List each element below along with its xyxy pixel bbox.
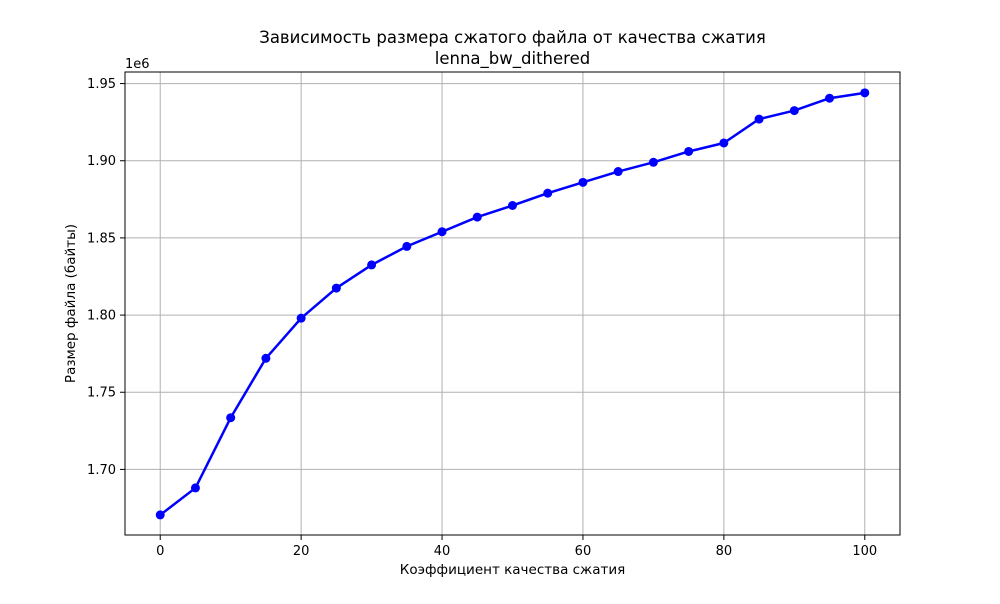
x-tick-label: 0 [156, 544, 164, 559]
data-series [155, 88, 870, 520]
y-tick-label: 1.90 [87, 154, 116, 169]
x-axis-label: Коэффициент качества сжатия [400, 562, 626, 578]
y-tick-label: 1.85 [87, 231, 116, 246]
data-point [789, 106, 799, 116]
data-point [684, 146, 694, 156]
data-point [860, 88, 870, 98]
x-tick-label: 20 [293, 544, 310, 559]
axes-frame [124, 71, 901, 536]
data-point [402, 241, 412, 251]
data-point [719, 138, 729, 148]
x-tick-label: 40 [434, 544, 451, 559]
data-point [578, 177, 588, 187]
data-point [331, 283, 341, 293]
x-tick-label: 60 [575, 544, 592, 559]
data-point [190, 483, 200, 493]
data-point [543, 188, 553, 198]
y-tick-label: 1.80 [87, 309, 116, 324]
x-tick-label: 100 [852, 544, 877, 559]
data-point [261, 353, 271, 363]
axis-ticks: 0 20 40 60 80 100 1.70 1.75 1.80 1.85 1.90 1.95 [87, 77, 877, 559]
data-point [472, 212, 482, 222]
chart-subtitle: lenna_bw_dithered [435, 49, 590, 69]
data-point [367, 260, 377, 270]
data-point [155, 510, 165, 520]
data-point [825, 93, 835, 103]
data-point [437, 227, 447, 237]
data-point [296, 313, 306, 323]
y-tick-label: 1.75 [87, 386, 116, 401]
data-point [648, 157, 658, 167]
data-point [226, 413, 236, 423]
data-point [754, 114, 764, 124]
y-axis-label: Размер файла (байты) [63, 224, 79, 383]
chart-title: Зависимость размера сжатого файла от кач… [259, 28, 766, 47]
y-axis-offset-label: 1e6 [125, 57, 150, 72]
x-tick-label: 80 [716, 544, 733, 559]
y-tick-label: 1.70 [87, 463, 116, 478]
data-point [508, 200, 517, 210]
data-point [613, 167, 623, 177]
y-tick-label: 1.95 [87, 77, 116, 92]
grid-lines [125, 72, 900, 535]
